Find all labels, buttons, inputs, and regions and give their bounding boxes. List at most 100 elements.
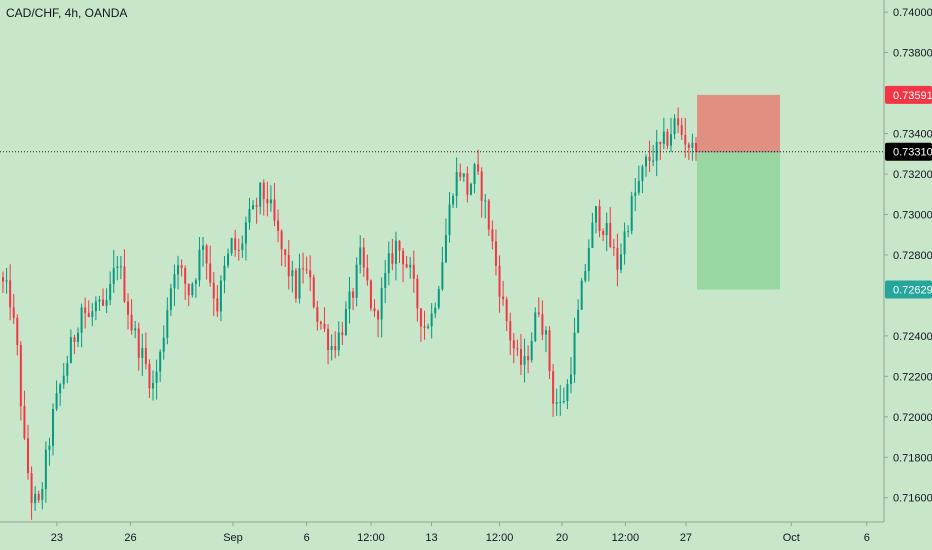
candle-body	[634, 192, 637, 196]
candle-body	[548, 330, 551, 372]
candle-body	[612, 246, 615, 249]
candle-body	[91, 311, 94, 317]
time-tick-label: 12:00	[357, 532, 385, 544]
candle-body	[52, 409, 55, 446]
candle-body	[259, 182, 262, 207]
candle-body	[569, 374, 572, 385]
time-tick-label: 6	[864, 532, 870, 544]
price-tick-label: 0.73800	[893, 48, 932, 60]
candle-body	[534, 312, 537, 341]
candle-body	[405, 264, 408, 268]
candle-body	[416, 278, 419, 309]
candle-body	[434, 307, 437, 314]
candle-body	[423, 326, 426, 328]
price-tick-label: 0.73400	[893, 129, 932, 141]
time-tick-label: 12:00	[486, 532, 514, 544]
candle-body	[523, 356, 526, 365]
candle-body	[162, 337, 165, 352]
candle-body	[409, 264, 412, 268]
price-tick-label: 0.72000	[893, 412, 932, 424]
candle-body	[362, 247, 365, 268]
candle-body	[477, 164, 480, 172]
time-tick-label: 13	[425, 532, 437, 544]
candle-body	[430, 313, 433, 327]
candle-body	[591, 222, 594, 248]
take-profit-zone	[697, 151, 780, 290]
candle-body	[180, 265, 183, 268]
candle-body	[55, 393, 58, 410]
candle-body	[541, 314, 544, 335]
candle-body	[616, 248, 619, 270]
candle-body	[587, 247, 590, 272]
candle-body	[380, 288, 383, 320]
candle-body	[112, 268, 115, 284]
candle-body	[277, 220, 280, 231]
candle-body	[202, 245, 205, 250]
candle-body	[677, 118, 680, 126]
candle-body	[598, 206, 601, 232]
time-tick-label: 27	[680, 532, 692, 544]
candle-body	[184, 267, 187, 284]
candle-body	[505, 299, 508, 322]
candle-body	[62, 375, 65, 385]
candle-body	[448, 204, 451, 236]
candle-body	[205, 245, 208, 264]
target-price-badge-label: 0.72629	[893, 285, 932, 297]
candle-body	[487, 200, 490, 230]
candle-body	[484, 200, 487, 202]
price-tick-label: 0.74000	[893, 7, 932, 19]
candle-body	[687, 144, 690, 148]
time-tick-label: 20	[556, 532, 568, 544]
candle-body	[48, 445, 51, 450]
candle-body	[480, 171, 483, 201]
price-tick-label: 0.72800	[893, 250, 932, 262]
candle-body	[334, 346, 337, 351]
candle-body	[273, 199, 276, 221]
candle-body	[627, 231, 630, 233]
candle-body	[691, 142, 694, 148]
candle-body	[77, 332, 80, 342]
candle-body	[69, 337, 72, 363]
price-tick-label: 0.72200	[893, 371, 932, 383]
candle-body	[294, 270, 297, 299]
candle-body	[452, 195, 455, 205]
candle-body	[137, 328, 140, 358]
candle-body	[330, 346, 333, 351]
candle-body	[41, 488, 44, 501]
candle-body	[441, 262, 444, 290]
candle-body	[623, 231, 626, 255]
candle-body	[341, 332, 344, 336]
candle-body	[302, 268, 305, 270]
candle-body	[473, 164, 476, 184]
candle-body	[255, 205, 258, 207]
candle-body	[544, 330, 547, 335]
candle-body	[34, 493, 37, 504]
candle-body	[116, 266, 119, 269]
candle-body	[19, 344, 22, 407]
candle-body	[512, 340, 515, 349]
candle-body	[337, 332, 340, 351]
candle-body	[469, 183, 472, 195]
price-tick-label: 0.73000	[893, 209, 932, 221]
candle-body	[566, 384, 569, 401]
candle-body	[287, 255, 290, 277]
candle-body	[391, 253, 394, 264]
candle-body	[148, 363, 151, 389]
candle-body	[594, 206, 597, 223]
candle-body	[384, 273, 387, 289]
candle-body	[659, 141, 662, 144]
candle-body	[562, 400, 565, 402]
candle-body	[248, 209, 251, 223]
current-price-badge-label: 0.73310	[893, 147, 932, 159]
candle-body	[30, 473, 33, 504]
price-tick-label: 0.73200	[893, 169, 932, 181]
candle-body	[209, 263, 212, 283]
candle-body	[159, 351, 162, 372]
candle-body	[130, 314, 133, 331]
price-tick-label: 0.71600	[893, 493, 932, 505]
candle-body	[402, 250, 405, 265]
candle-body	[348, 291, 351, 309]
candle-body	[662, 131, 665, 144]
